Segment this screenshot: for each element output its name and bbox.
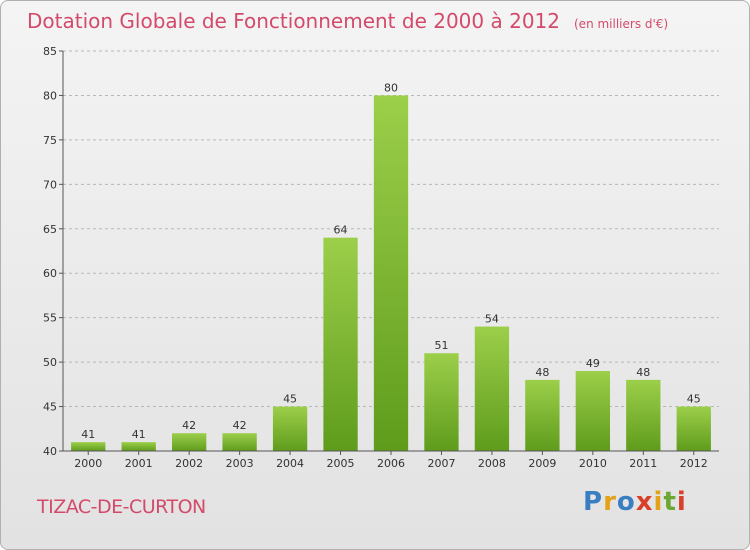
axes: 40 45 50 55 60 65 70 75 80 85 2000 2001 2002 2003 2004… (43, 45, 719, 470)
x-tick-label: 2006 (377, 457, 405, 470)
bar (222, 433, 257, 451)
x-tick-label: 2003 (226, 457, 254, 470)
x-tick-label: 2008 (478, 457, 506, 470)
bar (676, 406, 711, 451)
bar (525, 379, 560, 451)
bar (474, 326, 510, 451)
data-label: 41 (132, 428, 146, 441)
data-label: 42 (233, 419, 247, 432)
x-tick-label: 2004 (276, 457, 304, 470)
proxiti-logo: Proxiti (583, 487, 687, 517)
data-label: 45 (283, 393, 297, 406)
x-tick-label: 2000 (74, 457, 102, 470)
data-label: 49 (586, 357, 600, 370)
bar (323, 237, 358, 451)
data-label: 42 (182, 419, 196, 432)
bar (272, 406, 308, 451)
x-tick-label: 2009 (528, 457, 556, 470)
y-tick-label: 55 (43, 312, 57, 325)
x-tick-label: 2007 (427, 457, 455, 470)
x-tick-label: 2001 (125, 457, 153, 470)
x-tick-label: 2002 (175, 457, 203, 470)
data-label: 41 (81, 428, 95, 441)
y-tick-label: 65 (43, 223, 57, 236)
y-tick-label: 80 (43, 89, 57, 102)
bar (626, 379, 661, 451)
y-tick-label: 60 (43, 267, 57, 280)
data-label: 51 (434, 339, 448, 352)
chart-title-text: Dotation Globale de Fonctionnement de 20… (27, 9, 560, 33)
data-label: 48 (636, 366, 650, 379)
x-tick-label: 2012 (680, 457, 708, 470)
bar (121, 442, 156, 451)
data-label: 54 (485, 313, 499, 326)
commune-name: TIZAC-DE-CURTON (37, 496, 206, 518)
bar (424, 353, 459, 451)
y-tick-label: 85 (43, 45, 57, 58)
bar (171, 433, 207, 451)
data-label: 80 (384, 81, 398, 94)
y-tick-label: 40 (43, 445, 57, 458)
chart-title: Dotation Globale de Fonctionnement de 20… (27, 9, 668, 33)
y-tick-label: 70 (43, 178, 57, 191)
bars: 41 41 42 42 45 64 80 51 54 48 49 48 45 (71, 81, 711, 451)
data-label: 64 (334, 224, 348, 237)
data-label: 45 (687, 393, 701, 406)
bar (373, 95, 409, 451)
unit-note: (en milliers d'€) (574, 17, 669, 31)
y-tick-label: 75 (43, 134, 57, 147)
bar (575, 371, 611, 451)
x-tick-label: 2010 (579, 457, 607, 470)
data-label: 48 (535, 366, 549, 379)
y-tick-label: 45 (43, 401, 57, 414)
x-tick-label: 2011 (629, 457, 657, 470)
x-tick-label: 2005 (327, 457, 355, 470)
y-tick-label: 50 (43, 356, 57, 369)
bar (71, 442, 106, 451)
